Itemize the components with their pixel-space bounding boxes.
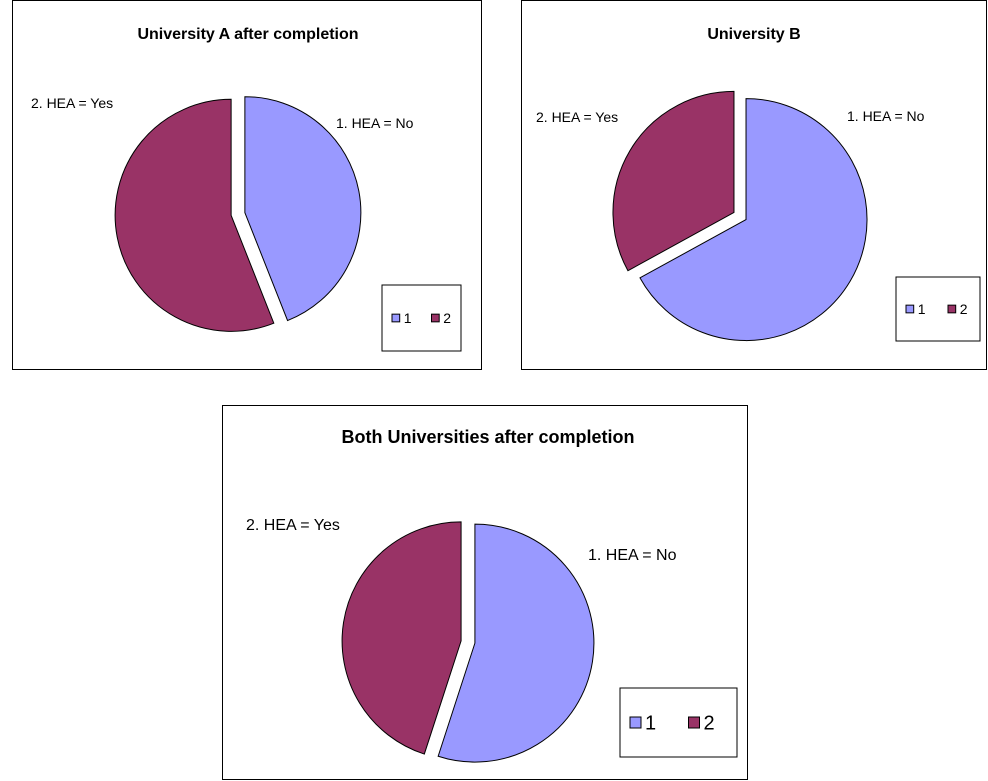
legend-label: 1 xyxy=(918,301,926,317)
slice-label: 1. HEA = No xyxy=(588,547,677,564)
legend-swatch-2 xyxy=(688,716,700,729)
slice-label: 1. HEA = No xyxy=(847,108,925,124)
legend-swatch-1 xyxy=(905,304,915,314)
pie-slice-2 xyxy=(114,98,275,332)
legend-label: 2 xyxy=(960,301,968,317)
legend-swatch-1 xyxy=(391,313,401,323)
slice-label: 1. HEA = No xyxy=(336,115,414,131)
legend-label: 1 xyxy=(645,713,656,735)
chart-title: Both Universities after completion xyxy=(341,427,634,447)
slice-label: 2. HEA = Yes xyxy=(246,517,340,534)
pie-slice-2 xyxy=(612,90,735,272)
slice-label: 2. HEA = Yes xyxy=(31,95,113,111)
pie-chart-canvas: Both Universities after completion 1. HEA… xyxy=(246,427,738,763)
pie-slice-1 xyxy=(437,523,595,763)
legend-label: 1 xyxy=(404,310,412,326)
pie-chart-both-universities: Both Universities after completion 1. HEA… xyxy=(222,405,748,780)
legend-label: 2 xyxy=(704,713,715,735)
pie-slice-1 xyxy=(639,98,868,342)
pie-chart-canvas: University A after completion 1. HEA = No… xyxy=(31,26,462,352)
legend-swatch-1 xyxy=(629,716,642,729)
chart-title: University B xyxy=(707,26,800,43)
chart-title: University A after completion xyxy=(137,26,358,43)
legend-swatch-2 xyxy=(947,304,957,314)
pie-chart-university-b: University B 1. HEA = No 2. HEA = Yes 1 2 xyxy=(521,0,987,370)
legend-swatch-2 xyxy=(431,313,440,323)
pie-slice-2 xyxy=(341,521,462,755)
slice-label: 2. HEA = Yes xyxy=(536,109,618,125)
pie-chart-university-a: University A after completion 1. HEA = No… xyxy=(12,0,482,370)
legend-label: 2 xyxy=(443,310,451,326)
pie-slice-1 xyxy=(244,96,362,322)
